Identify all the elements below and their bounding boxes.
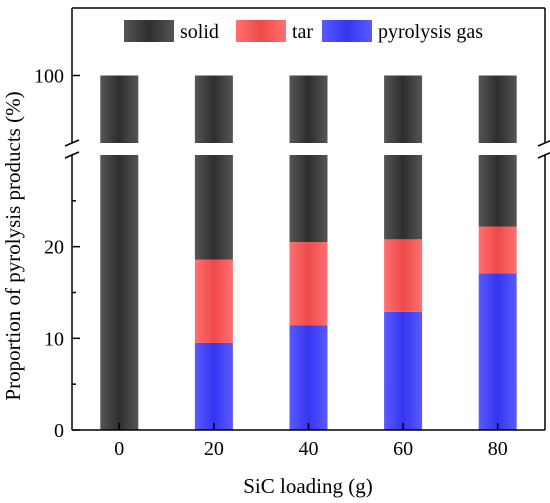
bar-tar-60-lower	[384, 239, 423, 312]
axis-break-mark-right-lower	[537, 152, 550, 159]
legend-swatch-tar	[236, 20, 286, 42]
axes-layer: 0 10 20 100 0 20 40 60 80	[34, 7, 550, 460]
legend: solid tar pyrolysis gas	[124, 20, 483, 43]
y-axis-title: Proportion of pyrolysis products (%)	[1, 91, 25, 400]
bar-solid-80-lower	[478, 155, 517, 227]
legend-label-pyrolysis-gas: pyrolysis gas	[378, 21, 483, 43]
x-tick-label-60: 60	[393, 438, 413, 460]
bar-pyrolysis-gas-60-lower	[384, 311, 423, 430]
bar-solid-0-lower	[100, 155, 139, 430]
x-tick-label-80: 80	[488, 438, 508, 460]
bar-pyrolysis-gas-20-lower	[194, 342, 233, 430]
bar-solid-40-upper	[289, 75, 328, 143]
axis-break-mark-right-upper	[537, 140, 550, 147]
bar-pyrolysis-gas-40-lower	[289, 325, 328, 430]
bar-pyrolysis-gas-80-lower	[478, 273, 517, 430]
axis-break-mark-left-lower	[64, 151, 80, 159]
x-tick-label-20: 20	[204, 438, 224, 460]
bar-solid-60-lower	[384, 155, 423, 240]
x-tick-label-0: 0	[114, 438, 124, 460]
bar-solid-40-lower	[289, 155, 328, 243]
legend-swatch-solid	[124, 20, 174, 42]
bars-layer	[100, 75, 517, 430]
bar-solid-80-upper	[478, 75, 517, 143]
x-axis-title: SiC loading (g)	[243, 474, 373, 498]
bar-solid-20-lower	[194, 155, 233, 260]
legend-label-tar: tar	[292, 21, 313, 43]
y-tick-label-10: 10	[44, 328, 64, 350]
legend-swatch-pyrolysis-gas	[322, 20, 372, 42]
x-tick-label-40: 40	[299, 438, 319, 460]
bar-tar-40-lower	[289, 242, 328, 326]
bar-solid-20-upper	[194, 75, 233, 143]
bar-solid-60-upper	[384, 75, 423, 143]
legend-label-solid: solid	[180, 21, 219, 43]
y-tick-label-100: 100	[34, 66, 64, 88]
y-tick-label-20: 20	[44, 237, 64, 259]
bar-tar-20-lower	[194, 259, 233, 343]
bar-tar-80-lower	[478, 226, 517, 274]
bar-solid-0-upper	[100, 75, 139, 143]
y-tick-label-0: 0	[54, 420, 64, 442]
axis-break-mark-left-upper	[64, 139, 80, 147]
